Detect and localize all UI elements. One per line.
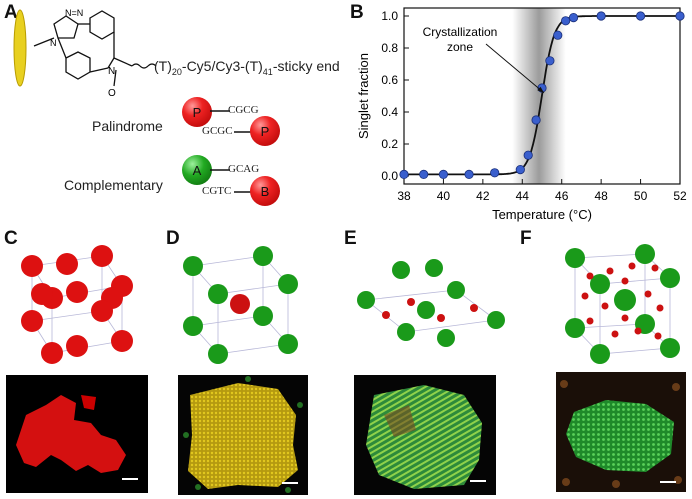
micrograph-c (6, 375, 148, 493)
y-tick-label-5: 1.0 (381, 9, 398, 23)
micrograph-f (556, 372, 686, 492)
red-spheres-f (581, 262, 664, 340)
data-point-4 (490, 168, 500, 178)
micrograph-d (178, 375, 308, 495)
data-point-9 (545, 56, 555, 66)
lattice-c (21, 245, 133, 364)
x-tick-label-5: 48 (594, 189, 608, 203)
linker-a (210, 169, 230, 171)
data-point-14 (635, 11, 646, 21)
data-points (399, 11, 685, 179)
ball-p-top: P (182, 97, 212, 127)
svg-text:O: O (108, 88, 116, 99)
annotation-arrow (485, 43, 545, 94)
chain-label: (T)20-Cy5/Cy3-(T)41-sticky end (154, 58, 340, 77)
palindrome-label: Palindrome (92, 118, 163, 134)
annotation-line2: zone (447, 40, 473, 54)
complementary-label: Complementary (64, 177, 163, 193)
data-point-2 (438, 169, 449, 179)
panel-label-a: A (4, 2, 18, 23)
data-point-5 (515, 165, 525, 175)
y-tick-label-3: 0.6 (381, 73, 398, 87)
svg-text:N: N (108, 66, 115, 77)
y-tick-label-1: 0.2 (381, 137, 398, 151)
seq-a: GCAG (228, 163, 260, 175)
annotation-arrowhead (537, 86, 544, 93)
plot-frame (403, 7, 681, 185)
red-spheres-c (21, 245, 133, 364)
green-spheres-f (565, 244, 680, 364)
data-point-1 (419, 169, 429, 179)
green-spheres-d (183, 246, 298, 364)
sigmoid-curve (404, 15, 680, 176)
micrograph-e (354, 375, 496, 495)
data-point-15 (675, 11, 685, 21)
seq-p2: GCGC (202, 125, 233, 137)
x-axis-label: Temperature (°C) (492, 207, 592, 222)
x-ticks: 38 40 42 44 46 48 50 52 (397, 179, 687, 203)
seq-b: CGTC (202, 185, 232, 197)
y-axis-label: Singlet fraction (356, 53, 371, 139)
data-point-3 (464, 169, 474, 179)
panel-label-e: E (344, 228, 357, 249)
green-spheres-e (357, 259, 505, 347)
annotation-line1: Crystallization (423, 25, 498, 39)
data-point-13 (596, 11, 606, 21)
x-tick-label-2: 42 (476, 189, 490, 203)
lattice-d (183, 246, 298, 364)
red-sphere-d (230, 294, 250, 314)
ball-a: A (182, 155, 212, 185)
y-tick-label-0: 0.0 (381, 169, 398, 183)
linker-p1 (210, 110, 230, 112)
x-tick-label-6: 50 (634, 189, 648, 203)
y-ticks: 0.0 0.2 0.4 0.6 0.8 1.0 (381, 9, 409, 183)
panel-label-b: B (350, 2, 364, 23)
x-tick-label-4: 46 (555, 189, 569, 203)
data-point-7 (531, 115, 541, 125)
y-tick-label-4: 0.8 (381, 41, 398, 55)
x-tick-label-3: 44 (516, 189, 530, 203)
data-point-11 (561, 16, 571, 26)
chemical-structure: N O N=N N (13, 8, 157, 99)
svg-text:N: N (50, 38, 57, 48)
melting-curve-chart: 38 40 42 44 46 48 50 52 0.0 0.2 0.4 0.6 0.8 1.0 Crys… (356, 7, 687, 222)
panel-label-d: D (166, 228, 180, 249)
data-point-10 (553, 30, 563, 40)
panel-label-c: C (4, 228, 18, 249)
x-tick-label-0: 38 (397, 189, 411, 203)
x-tick-label-7: 52 (673, 189, 687, 203)
seq-p1: CGCG (228, 104, 259, 116)
x-tick-label-1: 40 (437, 189, 451, 203)
panel-label-f: F (520, 228, 532, 249)
lattice-e (357, 259, 505, 347)
red-spheres-e (382, 298, 478, 322)
data-point-0 (399, 169, 409, 179)
ball-p-bottom: P (250, 116, 280, 146)
svg-text:N=N: N=N (65, 8, 83, 18)
y-tick-label-2: 0.4 (381, 105, 398, 119)
lattice-f (565, 244, 680, 364)
data-point-12 (568, 13, 579, 23)
ball-b: B (250, 176, 280, 206)
data-point-6 (523, 150, 533, 160)
